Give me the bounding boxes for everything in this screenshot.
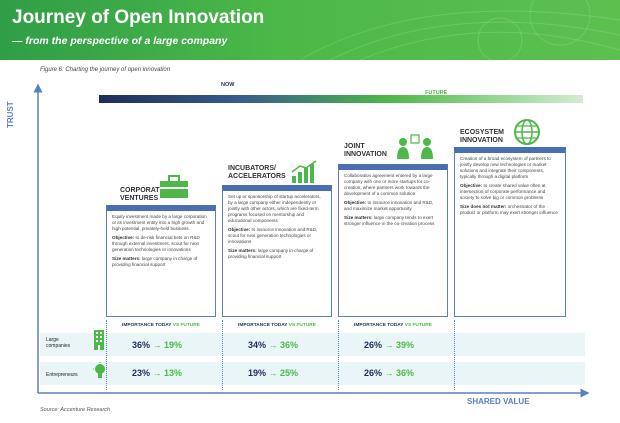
column-divider xyxy=(106,320,107,390)
figure-caption: Figure 6: Charting the journey of open i… xyxy=(40,67,171,73)
timeline-future-label: FUTURE xyxy=(425,90,448,96)
objective-label: Objective: xyxy=(460,183,483,188)
objective-label: Objective: xyxy=(344,200,367,205)
column-box-incubators: Set up or sponsorship of startup acceler… xyxy=(222,185,332,317)
pct-entrepreneurs-incubators: 19% → 25% xyxy=(248,368,299,378)
column-box-corporate-ventures: Equity investment made by a large corpor… xyxy=(106,205,216,317)
size-text: large company in charge of providing fin… xyxy=(228,248,314,259)
y-axis-label: TRUST xyxy=(6,101,15,128)
building-icon xyxy=(94,330,104,350)
column-box-ecosystem-innovation: Creation of a broad ecosystem of partner… xyxy=(454,147,566,317)
column-description: Collaboration agreement entered by a lar… xyxy=(344,173,433,196)
column-title-ecosystem-innovation: ECOSYSTEM INNOVATION xyxy=(460,129,504,144)
pct-large-corporate-ventures: 36% → 19% xyxy=(132,340,183,350)
pct-entrepreneurs-corporate-ventures: 23% → 13% xyxy=(132,368,183,378)
column-description: Set up or sponsorship of startup acceler… xyxy=(228,194,321,223)
header-banner: Journey of Open Innovation — from the pe… xyxy=(0,0,620,60)
column-divider xyxy=(454,320,455,390)
size-text: orchestrator of the product or platform … xyxy=(460,204,558,215)
column-title-corporate-ventures: CORPORATE VENTURES xyxy=(120,187,165,202)
column-description: Equity investment made by a large corpor… xyxy=(112,214,207,231)
briefcase-icon xyxy=(160,175,188,198)
timeline-now-label: NOW xyxy=(221,82,235,88)
banner-pattern xyxy=(299,0,620,60)
x-axis-label: SHARED VALUE xyxy=(467,397,530,406)
pct-large-joint-innovation: 26% → 39% xyxy=(364,340,415,350)
size-text: large company tends to exert stronger in… xyxy=(344,215,435,226)
collaborating-people-icon xyxy=(397,134,433,159)
column-title-incubators: INCUBATORS/ ACCELERATORS xyxy=(228,165,286,180)
column-box-joint-innovation: Collaboration agreement entered by a lar… xyxy=(338,164,448,317)
importance-header: IMPORTANCE TODAY VS FUTURE xyxy=(354,323,432,328)
size-text: large company in charge of providing fin… xyxy=(112,256,198,267)
objective-label: Objective: xyxy=(112,235,135,240)
objective-text: to insource innovation and R&D, scout fo… xyxy=(228,227,318,244)
row-band-entrepreneurs xyxy=(40,362,585,385)
growth-chart-icon xyxy=(291,160,317,183)
page-subtitle: — from the perspective of a large compan… xyxy=(12,35,228,47)
column-divider xyxy=(338,320,339,390)
objective-text: to create shared value often at intersec… xyxy=(460,183,546,200)
column-description: Creation of a broad ecosystem of partner… xyxy=(460,156,551,179)
page-title: Journey of Open Innovation xyxy=(12,7,265,28)
importance-header: IMPORTANCE TODAY VS FUTURE xyxy=(238,323,316,328)
objective-text: to insource innovation and R&D, and maxi… xyxy=(344,200,434,211)
pct-large-incubators: 34% → 36% xyxy=(248,340,299,350)
column-divider xyxy=(222,320,223,390)
size-label: Size matters: xyxy=(112,256,141,261)
objective-text: to de-risk financial bets on R&D through… xyxy=(112,235,200,252)
lightbulb-icon xyxy=(93,362,107,378)
pct-entrepreneurs-joint-innovation: 26% → 36% xyxy=(364,368,415,378)
size-label: Size does not matter: xyxy=(460,204,507,209)
size-label: Size matters: xyxy=(344,215,373,220)
size-label: Size matters: xyxy=(228,248,257,253)
timeline-arrow xyxy=(99,95,583,103)
importance-header: IMPORTANCE TODAY VS FUTURE xyxy=(122,323,200,328)
column-title-joint-innovation: JOINT INNOVATION xyxy=(344,143,387,158)
globe-icon xyxy=(514,119,540,145)
source-note: Source: Accenture Research xyxy=(40,407,111,413)
row-label-entrepreneurs: Entrepreneurs xyxy=(46,372,78,378)
row-band-large-companies xyxy=(40,333,585,356)
row-label-large-companies: Large companies xyxy=(46,337,71,349)
objective-label: Objective: xyxy=(228,227,251,232)
